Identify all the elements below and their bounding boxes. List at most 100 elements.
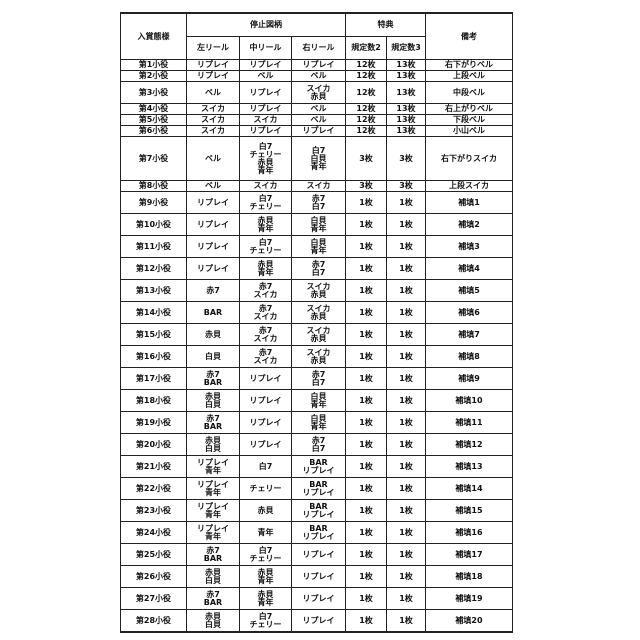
cell-bet2: 1枚: [346, 302, 387, 324]
cell-name: 第8小役: [121, 181, 187, 192]
cell-right: リプレイ: [292, 566, 346, 588]
cell-bet3: 1枚: [387, 346, 426, 368]
table-row: 第11小役リプレイ白7 チェリー白貝 青年1枚1枚補填3: [121, 236, 513, 258]
cell-name: 第17小役: [121, 368, 187, 390]
cell-right: BAR リプレイ: [292, 522, 346, 544]
table-row: 第5小役スイカスイカベル12枚13枚下段ベル: [121, 115, 513, 126]
cell-bet3: 3枚: [387, 137, 426, 181]
table-row: 第22小役リプレイ 青年チェリーBAR リプレイ1枚1枚補填14: [121, 478, 513, 500]
cell-left: BAR: [187, 302, 240, 324]
table-row: 第27小役赤7 BAR赤貝 青年リプレイ1枚1枚補填19: [121, 588, 513, 610]
cell-name: 第24小役: [121, 522, 187, 544]
cell-right: 白貝 青年: [292, 236, 346, 258]
cell-bet3: 13枚: [387, 71, 426, 82]
cell-bet2: 1枚: [346, 368, 387, 390]
cell-bet2: 1枚: [346, 500, 387, 522]
cell-bet3: 1枚: [387, 280, 426, 302]
table-row: 第6小役スイカリプレイリプレイ12枚13枚小山ベル: [121, 126, 513, 137]
cell-bet2: 1枚: [346, 478, 387, 500]
table-row: 第13小役赤7赤7 スイカスイカ 赤貝1枚1枚補填5: [121, 280, 513, 302]
cell-left: 赤貝: [187, 324, 240, 346]
cell-bet3: 13枚: [387, 82, 426, 104]
cell-remark: 補填1: [426, 192, 513, 214]
cell-center: スイカ: [240, 115, 292, 126]
cell-bet2: 3枚: [346, 137, 387, 181]
cell-center: 赤7 スイカ: [240, 302, 292, 324]
cell-right: 白7 白貝 青年: [292, 137, 346, 181]
cell-name: 第25小役: [121, 544, 187, 566]
header-center-reel: 中リール: [240, 37, 292, 60]
cell-right: 白貝 青年: [292, 390, 346, 412]
cell-remark: 下段ベル: [426, 115, 513, 126]
table-row: 第1小役リプレイリプレイリプレイ12枚13枚右下がりベル: [121, 60, 513, 71]
cell-right: ベル: [292, 115, 346, 126]
cell-bet2: 1枚: [346, 280, 387, 302]
cell-right: BAR リプレイ: [292, 500, 346, 522]
cell-name: 第27小役: [121, 588, 187, 610]
cell-center: 赤7 スイカ: [240, 280, 292, 302]
cell-center: 白7 チェリー: [240, 610, 292, 633]
cell-bet2: 12枚: [346, 60, 387, 71]
cell-bet3: 13枚: [387, 115, 426, 126]
cell-left: リプレイ 青年: [187, 456, 240, 478]
cell-remark: 補填13: [426, 456, 513, 478]
cell-remark: 補填3: [426, 236, 513, 258]
cell-bet2: 1枚: [346, 412, 387, 434]
cell-bet3: 1枚: [387, 192, 426, 214]
header-left-reel: 左リール: [187, 37, 240, 60]
cell-center: 白7 チェリー: [240, 236, 292, 258]
cell-bet3: 1枚: [387, 566, 426, 588]
cell-remark: 右下がりベル: [426, 60, 513, 71]
cell-name: 第7小役: [121, 137, 187, 181]
table-row: 第15小役赤貝赤7 スイカスイカ 赤貝1枚1枚補填7: [121, 324, 513, 346]
cell-right: リプレイ: [292, 126, 346, 137]
table-row: 第4小役スイカリプレイベル12枚13枚右上がりベル: [121, 104, 513, 115]
cell-bet3: 1枚: [387, 500, 426, 522]
header-remarks: 備考: [426, 13, 513, 60]
cell-right: スイカ 赤貝: [292, 280, 346, 302]
cell-remark: 補填20: [426, 610, 513, 633]
cell-right: スイカ 赤貝: [292, 302, 346, 324]
cell-center: 赤貝: [240, 500, 292, 522]
cell-name: 第20小役: [121, 434, 187, 456]
cell-center: 青年: [240, 522, 292, 544]
cell-name: 第26小役: [121, 566, 187, 588]
cell-left: リプレイ: [187, 192, 240, 214]
cell-remark: 補填10: [426, 390, 513, 412]
cell-right: スイカ 赤貝: [292, 324, 346, 346]
cell-name: 第28小役: [121, 610, 187, 633]
cell-name: 第5小役: [121, 115, 187, 126]
cell-remark: 補填7: [426, 324, 513, 346]
cell-left: リプレイ: [187, 214, 240, 236]
table-row: 第8小役ベルスイカスイカ3枚3枚上段スイカ: [121, 181, 513, 192]
cell-bet2: 1枚: [346, 588, 387, 610]
cell-right: スイカ 赤貝: [292, 82, 346, 104]
cell-bet3: 1枚: [387, 478, 426, 500]
winning-combination-table: 入賞態様 停止図柄 特典 備考 左リール 中リール 右リール 規定数2 規定数3…: [120, 12, 513, 633]
cell-left: 赤貝 白貝: [187, 390, 240, 412]
cell-name: 第23小役: [121, 500, 187, 522]
cell-left: ベル: [187, 82, 240, 104]
cell-bet2: 1枚: [346, 192, 387, 214]
cell-name: 第11小役: [121, 236, 187, 258]
cell-left: リプレイ: [187, 236, 240, 258]
cell-bet3: 1枚: [387, 588, 426, 610]
cell-name: 第1小役: [121, 60, 187, 71]
cell-left: 赤貝 白貝: [187, 566, 240, 588]
cell-center: 白7 チェリー: [240, 192, 292, 214]
table-row: 第25小役赤7 BAR白7 チェリーリプレイ1枚1枚補填17: [121, 544, 513, 566]
cell-left: 赤貝 白貝: [187, 610, 240, 633]
cell-right: 白貝 青年: [292, 214, 346, 236]
cell-remark: 補填9: [426, 368, 513, 390]
cell-right: 赤7 白7: [292, 434, 346, 456]
cell-right: 赤7 白7: [292, 258, 346, 280]
cell-bet2: 12枚: [346, 115, 387, 126]
cell-center: 赤貝 青年: [240, 214, 292, 236]
table-row: 第28小役赤貝 白貝白7 チェリーリプレイ1枚1枚補填20: [121, 610, 513, 633]
cell-left: 赤7 BAR: [187, 544, 240, 566]
cell-bet2: 1枚: [346, 566, 387, 588]
cell-bet3: 1枚: [387, 610, 426, 633]
cell-center: リプレイ: [240, 60, 292, 71]
cell-remark: 上段スイカ: [426, 181, 513, 192]
cell-right: 赤7 白7: [292, 192, 346, 214]
